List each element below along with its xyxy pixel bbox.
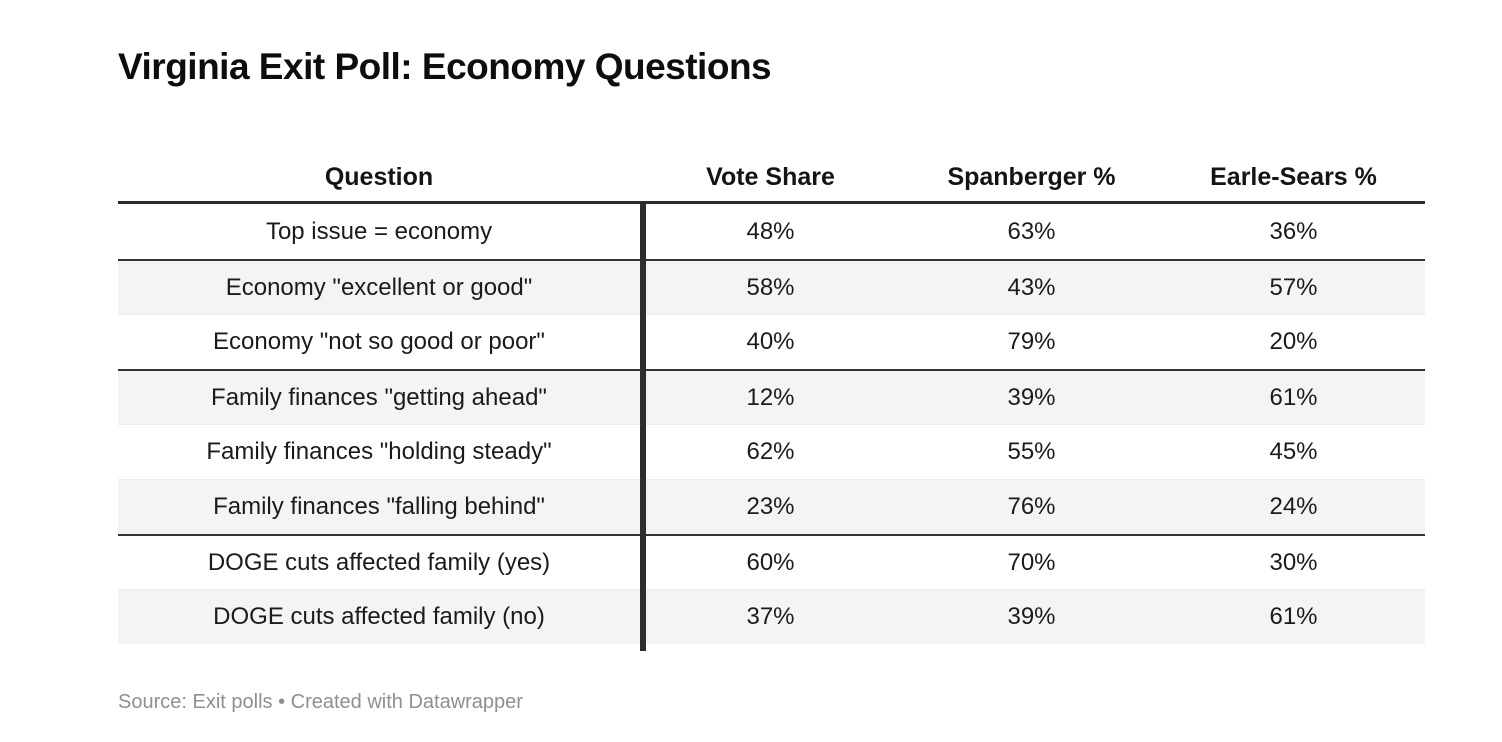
cell-vote-share: 37% <box>746 603 795 630</box>
cell-vote-share: 58% <box>746 273 795 301</box>
cell-earle-sears: 30% <box>1269 548 1318 576</box>
column-header-earle-sears: Earle-Sears % <box>1210 163 1377 191</box>
source-note: Source: Exit polls • Created with Datawr… <box>118 691 523 713</box>
cell-spanberger: 79% <box>1007 328 1056 355</box>
cell-earle-sears: 45% <box>1269 438 1318 465</box>
exit-poll-table: Question Vote Share Spanberger % Earle-S… <box>118 154 1425 651</box>
column-header-spanberger: Spanberger % <box>947 163 1116 191</box>
cell-earle-sears: 61% <box>1269 603 1318 630</box>
cell-question: Top issue = economy <box>265 217 493 245</box>
table-header-row: Question Vote Share Spanberger % Earle-S… <box>118 154 1425 204</box>
table-row: Economy "excellent or good" 58% 43% 57% <box>118 259 1425 314</box>
cell-vote-share: 23% <box>746 493 795 520</box>
table-row: Family finances "falling behind" 23% 76%… <box>118 479 1425 534</box>
cell-earle-sears: 36% <box>1269 217 1318 245</box>
cell-spanberger: 55% <box>1007 438 1056 465</box>
table-row: DOGE cuts affected family (no) 37% 39% 6… <box>118 589 1425 644</box>
cell-question: Economy "not so good or poor" <box>213 328 545 355</box>
cell-question: Economy "excellent or good" <box>225 273 533 301</box>
cell-vote-share: 48% <box>746 217 795 245</box>
column-divider <box>640 204 646 651</box>
table-row: Economy "not so good or poor" 40% 79% 20… <box>118 314 1425 369</box>
cell-spanberger: 63% <box>1007 217 1056 245</box>
cell-spanberger: 70% <box>1007 548 1056 576</box>
table-row: Top issue = economy 48% 63% 36% <box>118 204 1425 259</box>
cell-vote-share: 60% <box>746 548 795 576</box>
cell-earle-sears: 57% <box>1269 273 1318 301</box>
cell-question: Family finances "holding steady" <box>206 438 552 465</box>
chart-title: Virginia Exit Poll: Economy Questions <box>118 46 772 87</box>
table-row: DOGE cuts affected family (yes) 60% 70% … <box>118 534 1425 589</box>
cell-spanberger: 39% <box>1007 603 1056 630</box>
column-header-vote-share: Vote Share <box>706 163 835 191</box>
column-header-question: Question <box>324 163 434 191</box>
cell-earle-sears: 20% <box>1269 328 1318 355</box>
cell-spanberger: 76% <box>1007 493 1056 520</box>
cell-question: DOGE cuts affected family (yes) <box>207 548 551 576</box>
cell-question: DOGE cuts affected family (no) <box>213 603 545 630</box>
cell-vote-share: 40% <box>746 328 795 355</box>
table-row: Family finances "getting ahead" 12% 39% … <box>118 369 1425 424</box>
cell-earle-sears: 24% <box>1269 493 1318 520</box>
cell-question: Family finances "falling behind" <box>213 493 545 520</box>
cell-question: Family finances "getting ahead" <box>211 383 547 411</box>
cell-spanberger: 43% <box>1007 273 1056 301</box>
cell-spanberger: 39% <box>1007 383 1056 411</box>
cell-vote-share: 12% <box>746 383 795 411</box>
cell-vote-share: 62% <box>746 438 795 465</box>
cell-earle-sears: 61% <box>1269 383 1318 411</box>
table-row: Family finances "holding steady" 62% 55%… <box>118 424 1425 479</box>
